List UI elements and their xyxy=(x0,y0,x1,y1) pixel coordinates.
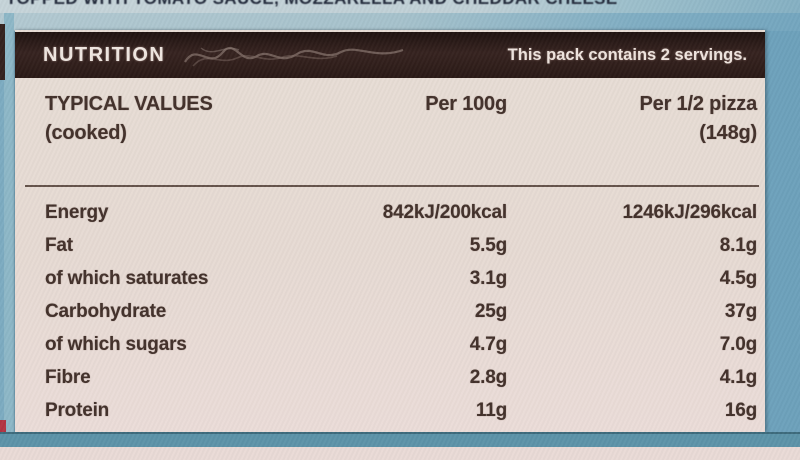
value-per-100g: 4.7g xyxy=(469,333,507,355)
value-per-100g: 11g xyxy=(475,399,507,421)
packaging-gap-band xyxy=(0,13,800,31)
table-row: Fibre 2.8g 4.1g xyxy=(45,361,757,394)
value-per-100g: 842kJ/200kcal xyxy=(382,201,507,223)
table-header: TYPICAL VALUES (cooked) Per 100g Per 1/2… xyxy=(45,90,757,148)
cropped-product-text: TOPPED WITH TOMATO SAUCE, MOZZARELLA AND… xyxy=(6,0,618,9)
header-divider-rule xyxy=(25,185,759,187)
left-edge-dark-mark xyxy=(0,24,5,80)
nutrient-name: Fibre xyxy=(45,366,91,388)
typical-values-line1: TYPICAL VALUES xyxy=(45,93,213,115)
value-per-half-pizza: 4.1g xyxy=(719,366,757,388)
nutrition-title: NUTRITION xyxy=(43,43,166,66)
per-half-pizza-line1: Per 1/2 pizza xyxy=(639,93,758,115)
table-row: Protein 11g 16g xyxy=(45,394,757,427)
bottom-teal-band xyxy=(0,432,800,447)
cropped-product-text-strip: TOPPED WITH TOMATO SAUCE, MOZZARELLA AND… xyxy=(0,0,800,13)
table-row: of which saturates 3.1g 4.5g xyxy=(45,262,757,295)
value-per-half-pizza: 37g xyxy=(724,300,757,322)
nutrition-label: NUTRITION This pack contains 2 servings.… xyxy=(15,30,765,454)
nutrient-name: of which saturates xyxy=(45,267,209,289)
per-half-pizza-header: Per 1/2 pizza (148g) xyxy=(507,90,758,148)
value-per-100g: 2.8g xyxy=(469,366,507,388)
typical-values-line2: (cooked) xyxy=(45,122,127,144)
left-edge-strip xyxy=(4,13,14,433)
nutrient-name: of which sugars xyxy=(45,333,187,355)
table-row: Carbohydrate 25g 37g xyxy=(45,295,757,328)
nutrient-name: Energy xyxy=(45,201,109,223)
servings-note: This pack contains 2 servings. xyxy=(507,45,747,64)
table-row: Energy 842kJ/200kcal 1246kJ/296kcal xyxy=(45,196,757,229)
nutrient-name: Protein xyxy=(45,399,110,421)
value-per-half-pizza: 1246kJ/296kcal xyxy=(622,201,757,223)
value-per-100g: 3.1g xyxy=(469,267,507,289)
value-per-half-pizza: 8.1g xyxy=(719,234,757,256)
per-100g-header: Per 100g xyxy=(425,93,507,115)
per-half-pizza-line2: (148g) xyxy=(699,122,757,144)
bottom-light-strip xyxy=(0,447,800,460)
value-per-100g: 5.5g xyxy=(469,234,507,256)
nutrient-name: Carbohydrate xyxy=(45,300,167,322)
table-row: of which sugars 4.7g 7.0g xyxy=(45,328,757,361)
value-per-half-pizza: 7.0g xyxy=(719,333,757,355)
decorative-scribble-icon xyxy=(184,46,404,67)
nutrition-header-bar: NUTRITION This pack contains 2 servings. xyxy=(15,32,765,78)
nutrient-name: Fat xyxy=(45,234,73,256)
typical-values-header: TYPICAL VALUES (cooked) xyxy=(45,90,297,148)
value-per-100g: 25g xyxy=(474,300,507,322)
value-per-half-pizza: 4.5g xyxy=(719,267,757,289)
table-row: Fat 5.5g 8.1g xyxy=(45,229,757,262)
nutrition-table-body: Energy 842kJ/200kcal 1246kJ/296kcal Fat … xyxy=(45,196,757,460)
value-per-half-pizza: 16g xyxy=(724,399,757,421)
